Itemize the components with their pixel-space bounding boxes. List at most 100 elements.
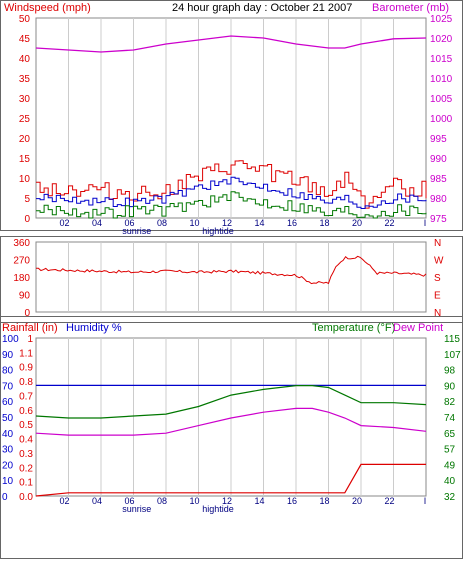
y-left-tick-label: 20	[19, 134, 31, 145]
y-right-tick-label-temp: 40	[444, 476, 456, 487]
y-left-tick-label-rain: 0.4	[19, 435, 33, 446]
y-left-tick-label-direction: 360	[13, 238, 30, 249]
y-left-tick-label-rain: 0.7	[19, 391, 33, 402]
y-left-tick-label-direction: 270	[13, 256, 30, 267]
y-right-tick-label: 995	[430, 134, 447, 145]
y-left-tick-label-humidity: 30	[2, 445, 14, 456]
y-left-tick-label-rain: 0.1	[19, 478, 33, 489]
y-right-tick-label: 1020	[430, 34, 453, 45]
series-line-rainfall	[35, 463, 426, 497]
x-marker-sunrise: sunrise	[122, 226, 151, 236]
y-left-tick-label-humidity: 40	[2, 429, 14, 440]
y-right-tick-label-temp: 32	[444, 492, 456, 503]
series-line-gust-avg	[36, 176, 427, 209]
x-tick-label: 20	[352, 496, 362, 506]
graph-title: 24 hour graph day : October 21 2007	[172, 2, 352, 14]
y-left-tick-label-direction: 0	[24, 308, 30, 319]
x-tick-label: 12	[222, 496, 232, 506]
y-left-tick-label: 0	[24, 214, 30, 225]
y-right-tick-label: 1010	[430, 74, 453, 85]
x-tick-label: 10	[189, 218, 199, 228]
y-left-tick-label: 30	[19, 94, 31, 105]
y-right-tick-label-temp: 107	[444, 350, 461, 361]
series-line-temperature	[35, 385, 427, 419]
y-left-tick-label-humidity: 80	[2, 366, 14, 377]
x-tick-label: 16	[287, 218, 297, 228]
y-left-tick-label-rain: 1.1	[19, 348, 33, 359]
y-left-tick-label-rain: 0.6	[19, 406, 33, 417]
x-tick-label: 20	[352, 218, 362, 228]
x-tick-label: I	[424, 218, 427, 228]
data-series	[35, 35, 427, 497]
x-tick-label: 18	[319, 496, 329, 506]
x-tick-label: 18	[319, 218, 329, 228]
y-left-tick-label-rain: 0.8	[19, 377, 33, 388]
top-left-label: Windspeed (mph)	[4, 2, 91, 14]
y-left-tick-label: 40	[19, 54, 31, 65]
series-line-wind-direction	[36, 255, 427, 285]
y-left-tick-label: 5	[24, 194, 30, 205]
y-right-tick-label-compass: W	[434, 256, 444, 267]
y-right-tick-label-temp: 65	[444, 429, 456, 440]
x-tick-label: 14	[254, 496, 264, 506]
y-right-tick-label: 980	[430, 194, 447, 205]
bottom-left-label-humidity: Humidity %	[66, 322, 122, 334]
y-left-tick-label-humidity: 90	[2, 350, 14, 361]
x-marker-hightide: hightide	[202, 504, 234, 514]
y-left-tick-label-humidity: 50	[2, 413, 14, 424]
x-tick-label: 06	[124, 218, 134, 228]
y-left-tick-label: 35	[19, 74, 31, 85]
x-tick-label: I	[424, 496, 427, 506]
y-right-tick-label: 985	[430, 174, 447, 185]
bottom-right-label-dewpoint: Dew Point	[393, 322, 443, 334]
y-left-tick-label-rain: 1	[27, 334, 33, 345]
y-left-tick-label-humidity: 20	[2, 460, 14, 471]
y-left-tick-label: 10	[19, 174, 31, 185]
x-marker-hightide: hightide	[202, 226, 234, 236]
y-left-tick-label-rain: 0.0	[19, 492, 33, 503]
y-left-tick-label: 15	[19, 154, 31, 165]
x-tick-label: 16	[287, 496, 297, 506]
x-tick-label: 04	[92, 218, 102, 228]
y-right-tick-label-temp: 57	[444, 445, 456, 456]
bottom-left-label-rain: Rainfall (in)	[2, 322, 58, 334]
top-right-label: Barometer (mb)	[372, 2, 449, 14]
y-left-tick-label-rain: 0.5	[19, 420, 33, 431]
x-tick-label: 02	[59, 218, 69, 228]
x-tick-label: 22	[384, 496, 394, 506]
y-left-tick-label: 25	[19, 114, 31, 125]
y-left-tick-label-rain: 0.2	[19, 463, 33, 474]
x-tick-label: 08	[157, 496, 167, 506]
series-line-windspeed	[36, 160, 427, 209]
y-left-tick-label-rain: 0.9	[19, 363, 33, 374]
bottom-right-label-temp: Temperature (°F)	[312, 322, 395, 334]
y-right-tick-label-temp: 49	[444, 460, 456, 471]
series-line-wind-avg	[36, 191, 427, 219]
y-left-tick-label-humidity: 70	[2, 381, 14, 392]
y-right-tick-label-temp: 82	[444, 397, 456, 408]
x-tick-label: 06	[124, 496, 134, 506]
x-tick-label: 14	[254, 218, 264, 228]
y-right-tick-label-compass: N	[434, 308, 441, 319]
y-right-tick-label-temp: 74	[444, 413, 456, 424]
y-right-tick-label: 1000	[430, 114, 453, 125]
x-tick-label: 02	[59, 496, 69, 506]
y-right-tick-label: 975	[430, 214, 447, 225]
y-left-tick-label-direction: 180	[13, 273, 30, 284]
x-tick-label: 12	[222, 218, 232, 228]
y-right-tick-label: 1015	[430, 54, 453, 65]
x-tick-label: 08	[157, 218, 167, 228]
y-right-tick-label: 990	[430, 154, 447, 165]
y-right-tick-label: 1005	[430, 94, 453, 105]
y-left-tick-label-humidity: 60	[2, 397, 14, 408]
y-left-tick-label-direction: 90	[19, 291, 31, 302]
x-marker-sunrise: sunrise	[122, 504, 151, 514]
y-left-tick-label-rain: 0.3	[19, 449, 33, 460]
y-left-tick-label-humidity: 100	[2, 334, 19, 345]
y-right-tick-label-temp: 90	[444, 381, 456, 392]
y-left-tick-label: 50	[19, 14, 31, 25]
y-right-tick-label-compass: N	[434, 238, 441, 249]
x-tick-label: 22	[384, 218, 394, 228]
